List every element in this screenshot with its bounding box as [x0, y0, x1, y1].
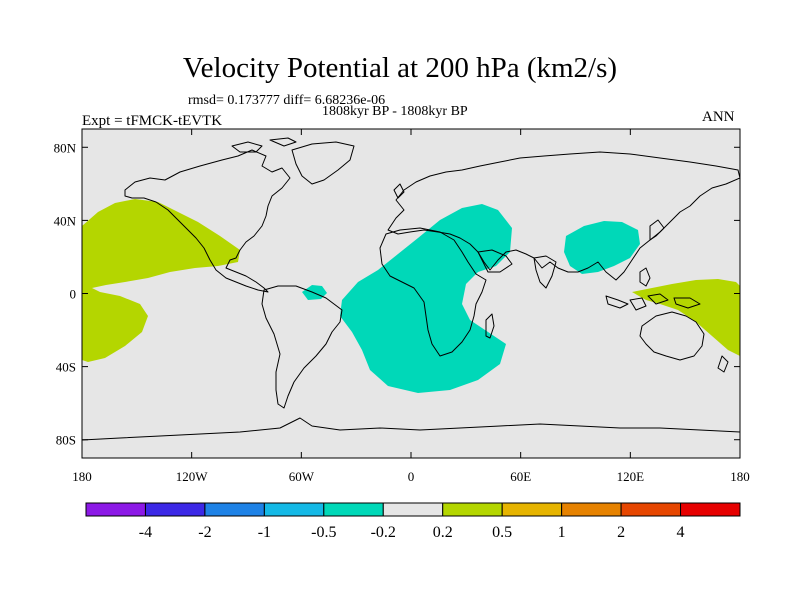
central-pacific-positive-region	[82, 199, 240, 362]
colorbar-label: -0.5	[311, 524, 336, 541]
y-tick-label: 40S	[56, 360, 76, 375]
philippines-coast	[639, 267, 651, 287]
shaded-regions	[82, 199, 740, 393]
chart-title: Velocity Potential at 200 hPa (km2/s)	[182, 52, 618, 84]
colorbar-swatch	[323, 502, 384, 517]
y-tick-label: 80S	[56, 433, 76, 448]
new-zealand-coast	[717, 355, 729, 373]
south-america-coast	[261, 285, 343, 409]
colorbar-label: 0.2	[433, 524, 453, 541]
india-coast	[533, 255, 557, 289]
africa-coast	[379, 227, 487, 357]
x-tick-label: 120W	[176, 469, 209, 484]
antarctica-coast	[82, 417, 740, 441]
colorbar-label: 2	[617, 524, 625, 541]
colorbar-label: -0.2	[371, 524, 396, 541]
y-tick-label: 40N	[54, 213, 77, 228]
colorbar-swatch	[85, 502, 146, 517]
colorbar-swatch	[620, 502, 682, 517]
axis-ticks: 180 120W 60W 0 60E 120E 180 80N 40N 0 40S 80S	[54, 129, 750, 484]
experiment-label: Expt = tFMCK-tEVTK	[82, 113, 223, 129]
japan-coast	[649, 219, 665, 241]
colorbar-swatch	[680, 502, 741, 517]
indonesia-coast	[605, 293, 701, 311]
y-tick-label: 0	[70, 287, 77, 302]
arctic-islands-coast	[231, 137, 297, 153]
colorbar-swatch	[204, 502, 265, 517]
colorbar-swatch	[442, 502, 503, 517]
colorbar-label: 1	[558, 524, 566, 541]
colorbar-label: -4	[139, 524, 152, 541]
east-asia-negative-region	[564, 221, 640, 274]
colorbar-label: 0.5	[492, 524, 512, 541]
coastlines	[82, 137, 740, 441]
arabia-coast	[477, 249, 513, 273]
x-tick-label: 0	[408, 469, 415, 484]
x-tick-label: 180	[730, 469, 750, 484]
greenland-coast	[291, 141, 355, 185]
madagascar-coast	[485, 313, 495, 339]
colorbar: -4 -2 -1 -0.5 -0.2 0.2 0.5 1 2 4	[85, 502, 741, 541]
australia-coast	[639, 311, 705, 361]
colorbar-swatch	[501, 502, 563, 517]
colorbar-swatch	[263, 502, 325, 517]
colorbar-swatch	[144, 502, 206, 517]
x-tick-label: 120E	[617, 469, 645, 484]
season-label: ANN	[702, 109, 735, 125]
colorbar-label: -2	[198, 524, 211, 541]
period-label: 1808kyr BP - 1808kyr BP	[322, 104, 468, 119]
x-tick-label: 60W	[289, 469, 315, 484]
western-pacific-positive-region	[632, 279, 740, 356]
british-isles-coast	[393, 183, 405, 199]
y-tick-label: 80N	[54, 140, 77, 155]
colorbar-swatch	[561, 502, 622, 517]
colorbar-label: 4	[677, 524, 685, 541]
colorbar-swatch	[382, 502, 444, 517]
north-america-coast	[124, 149, 291, 293]
x-tick-label: 180	[72, 469, 92, 484]
colorbar-label: -1	[258, 524, 271, 541]
atlantic-africa-negative-region	[340, 204, 512, 393]
x-tick-label: 60E	[510, 469, 531, 484]
stats-label: rmsd= 0.173777 diff= 6.68236e-06	[188, 93, 386, 108]
